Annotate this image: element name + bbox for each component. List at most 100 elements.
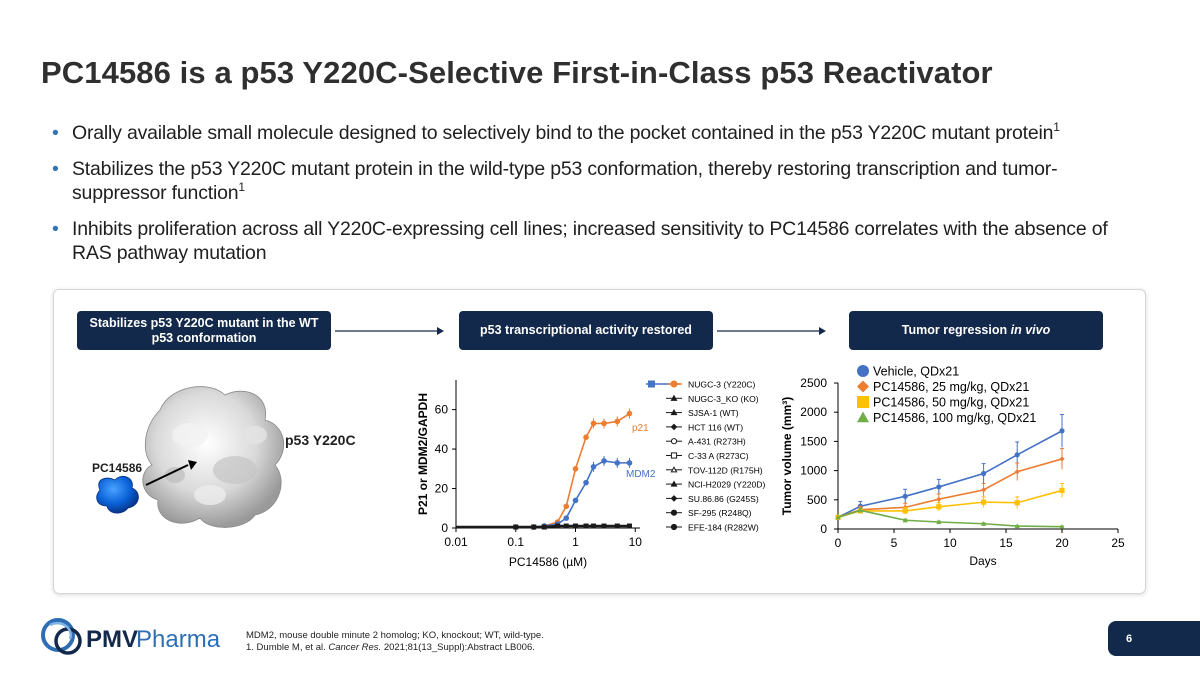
legend-marker xyxy=(857,365,869,377)
data-point xyxy=(902,517,908,523)
logo-mark-icon xyxy=(41,618,82,655)
legend-item: A-431 (R273H) xyxy=(666,437,746,447)
series-2 xyxy=(456,523,632,530)
data-point xyxy=(572,497,579,504)
bullet-item: • Inhibits proliferation across all Y220C… xyxy=(52,218,1108,264)
y-tick-label: 40 xyxy=(435,442,449,456)
annotation-mdm2: MDM2 xyxy=(626,469,656,480)
legend-item: HCT 116 (WT) xyxy=(666,422,743,432)
y-tick-label: 0 xyxy=(820,522,827,536)
protein-label: p53 Y220C xyxy=(285,432,356,448)
legend-label: C-33 A (R273C) xyxy=(688,451,749,461)
y-tick-label: 1000 xyxy=(800,464,827,478)
step-box-transcription: p53 transcriptional activity restored xyxy=(459,311,713,350)
protein-surface xyxy=(142,386,284,528)
legend-item: Vehicle, QDx21 xyxy=(857,365,959,379)
y-tick-label: 1500 xyxy=(800,434,827,448)
legend-label: TOV-112D (R175H) xyxy=(688,465,763,475)
arrow-icon xyxy=(145,460,197,486)
legend-item: TOV-112D (R175H) xyxy=(666,465,763,475)
bullet-dot: • xyxy=(52,122,59,144)
legend-item: C-33 A (R273C) xyxy=(666,451,749,461)
arrow-icon xyxy=(335,327,444,335)
protein-structure-image xyxy=(96,386,284,528)
data-point xyxy=(555,523,561,529)
legend-marker xyxy=(670,408,678,416)
logo-pmv-text: PMV xyxy=(86,626,138,653)
legend-marker xyxy=(857,411,869,423)
data-point xyxy=(614,460,621,466)
pmv-pharma-logo: PMV Pharma xyxy=(41,618,221,655)
abbreviations-note: MDM2, mouse double minute 2 homolog; KO,… xyxy=(246,630,544,641)
step-box-stabilize: Stabilizes p53 Y220C mutant in the WT p5… xyxy=(77,311,331,350)
legend-label: PC14586, 25 mg/kg, QDx21 xyxy=(873,380,1029,394)
series-line xyxy=(456,412,630,528)
series-line xyxy=(837,430,1063,519)
data-point xyxy=(583,479,589,486)
data-point xyxy=(835,514,841,520)
legend-marker xyxy=(670,423,678,431)
arrow-icon xyxy=(717,327,826,335)
data-point xyxy=(590,420,597,427)
logo-pharma-text: Pharma xyxy=(136,626,221,653)
data-point xyxy=(981,499,987,505)
legend-label: NUGC-3 (Y220C) xyxy=(688,380,755,390)
x-tick-label: 10 xyxy=(943,536,957,550)
x-axis-label: Days xyxy=(969,554,996,568)
ligand-molecule xyxy=(96,475,139,514)
legend-item: PC14586, 25 mg/kg, QDx21 xyxy=(857,380,1029,394)
series-line xyxy=(837,509,1063,528)
data-point xyxy=(531,524,537,530)
data-point xyxy=(936,496,942,502)
data-point xyxy=(1059,428,1065,434)
footnotes: MDM2, mouse double minute 2 homolog; KO,… xyxy=(246,630,544,654)
x-tick-label: 20 xyxy=(1055,536,1069,550)
series-2 xyxy=(835,482,1065,520)
legend-item: PC14586, 100 mg/kg, QDx21 xyxy=(857,411,1036,425)
x-axis-label: PC14586 (µM) xyxy=(509,555,587,569)
legend-label: SJSA-1 (WT) xyxy=(688,408,739,418)
data-point xyxy=(614,418,621,425)
legend-marker xyxy=(670,380,678,388)
data-point xyxy=(1014,523,1020,529)
dose-response-chart: 0 20 40 60 0.01 0.1 1 10 PC14586 (µM) P21 or MDM2… xyxy=(416,380,766,570)
bullet-item: • Stabilizes the p53 Y220C mutant protein… xyxy=(52,158,1058,204)
legend-label: HCT 116 (WT) xyxy=(688,422,743,432)
bullet-dot: • xyxy=(52,218,59,240)
series-line xyxy=(837,458,1063,519)
data-point xyxy=(583,523,589,529)
legend-marker xyxy=(670,438,678,445)
x-tick-label: 25 xyxy=(1111,536,1125,550)
x-tick-label: 1 xyxy=(572,535,579,549)
data-point xyxy=(1059,524,1065,529)
data-point xyxy=(591,523,597,529)
legend-item: PC14586, 50 mg/kg, QDx21 xyxy=(857,396,1029,410)
legend-item: SF-295 (R248Q) xyxy=(666,508,752,518)
series-1 xyxy=(456,455,633,530)
page-title: PC14586 is a p53 Y220C-Selective First-i… xyxy=(41,55,993,90)
y-tick-label: 2000 xyxy=(800,405,827,419)
data-point xyxy=(936,504,942,510)
legend-label: EFE-184 (R282W) xyxy=(688,523,759,533)
legend-item: SU.86.86 (G245S) xyxy=(666,494,759,504)
legend-label: NUGC-3_KO (KO) xyxy=(688,394,759,404)
legend-marker xyxy=(670,523,678,531)
legend-marker xyxy=(857,396,869,408)
legend-label: A-431 (R273H) xyxy=(688,437,746,447)
data-point xyxy=(563,503,570,510)
annotation-p21: p21 xyxy=(632,423,649,434)
legend-item: NUGC-3 (Y220C) xyxy=(646,380,755,390)
x-tick-label: 5 xyxy=(891,536,898,550)
x-tick-label: 0 xyxy=(835,536,842,550)
legend-label: SU.86.86 (G245S) xyxy=(688,494,759,504)
bullet-item: • Orally available small molecule designe… xyxy=(52,120,1060,144)
x-tick-label: 15 xyxy=(999,536,1013,550)
data-point xyxy=(902,508,908,514)
bullet-list: • Orally available small molecule designe… xyxy=(52,121,1142,277)
legend-label: NCI-H2029 (Y220D) xyxy=(688,480,766,490)
page-number: 6 xyxy=(1108,621,1200,656)
legend-marker xyxy=(670,466,678,473)
ligand-label: PC14586 xyxy=(92,461,143,475)
data-point xyxy=(1014,452,1020,458)
data-point xyxy=(563,515,570,521)
